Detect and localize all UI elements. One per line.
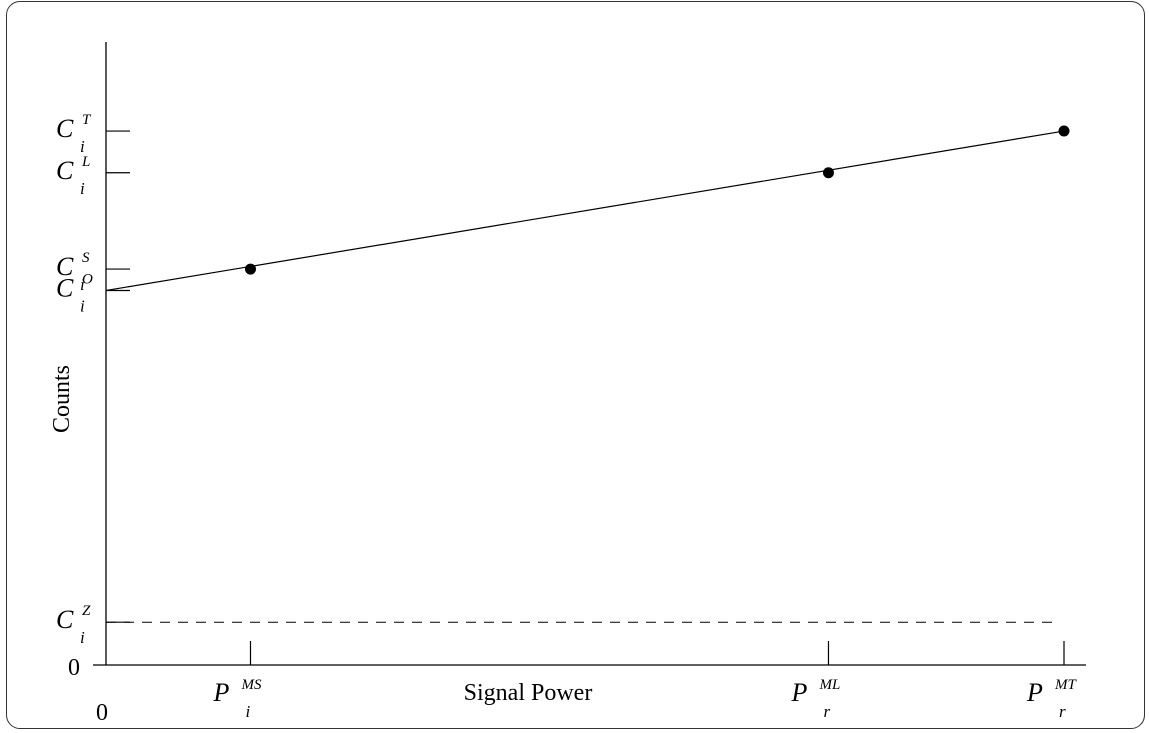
x-tick-subscript: r xyxy=(823,702,830,721)
y-tick-superscript: T xyxy=(82,112,92,128)
calibration-line xyxy=(105,130,1065,292)
figure-frame xyxy=(6,1,1145,729)
y-tick-superscript: L xyxy=(81,154,90,170)
y-tick-subscript: i xyxy=(80,296,85,315)
y-tick-subscript: i xyxy=(80,628,85,647)
x-tick-subscript: r xyxy=(1059,702,1066,721)
y-tick-symbol: C xyxy=(56,273,74,302)
y-tick-subscript: i xyxy=(80,275,85,294)
x-tick-label: P MS i xyxy=(212,677,261,721)
axes xyxy=(93,42,1086,666)
line-layer xyxy=(105,130,1065,292)
points-layer xyxy=(244,125,1070,275)
y-tick-subscript: i xyxy=(80,179,85,198)
y-tick-label: C Si xyxy=(56,250,90,294)
x-origin-label: 0 xyxy=(96,700,108,726)
y-tick-label: C Oi xyxy=(56,271,93,315)
y-tick-symbol: C xyxy=(56,156,74,185)
labels-layer: Signal Power Counts 0 0 xyxy=(49,365,592,726)
x-tick-symbol: P xyxy=(1026,678,1043,707)
y-axis-title: Counts xyxy=(49,365,75,433)
x-axis-title: Signal Power xyxy=(464,680,593,706)
x-tick-label: P ML r xyxy=(790,677,840,721)
data-point xyxy=(822,167,834,179)
x-tick-subscript: i xyxy=(245,702,250,721)
data-point xyxy=(244,263,256,275)
x-tick-symbol: P xyxy=(790,678,807,707)
x-tick-superscript: MS xyxy=(240,677,261,693)
y-origin-label: 0 xyxy=(68,655,80,681)
x-tick-label: P MT r xyxy=(1026,677,1077,721)
y-tick-superscript: S xyxy=(82,250,90,266)
y-tick-symbol: C xyxy=(56,605,74,634)
y-tick-label: C Zi xyxy=(56,603,91,647)
y-tick-symbol: C xyxy=(56,252,74,281)
y-tick-subscript: i xyxy=(80,137,85,156)
y-tick-label: C Ti xyxy=(56,112,92,156)
x-tick-superscript: ML xyxy=(818,677,840,693)
y-tick-superscript: O xyxy=(82,271,93,287)
x-tick-superscript: MT xyxy=(1054,677,1077,693)
y-tick-superscript: Z xyxy=(82,603,91,619)
y-tick-symbol: C xyxy=(56,114,74,143)
y-tick-label: C Li xyxy=(56,154,90,198)
data-point xyxy=(1058,125,1070,137)
x-tick-symbol: P xyxy=(212,678,229,707)
